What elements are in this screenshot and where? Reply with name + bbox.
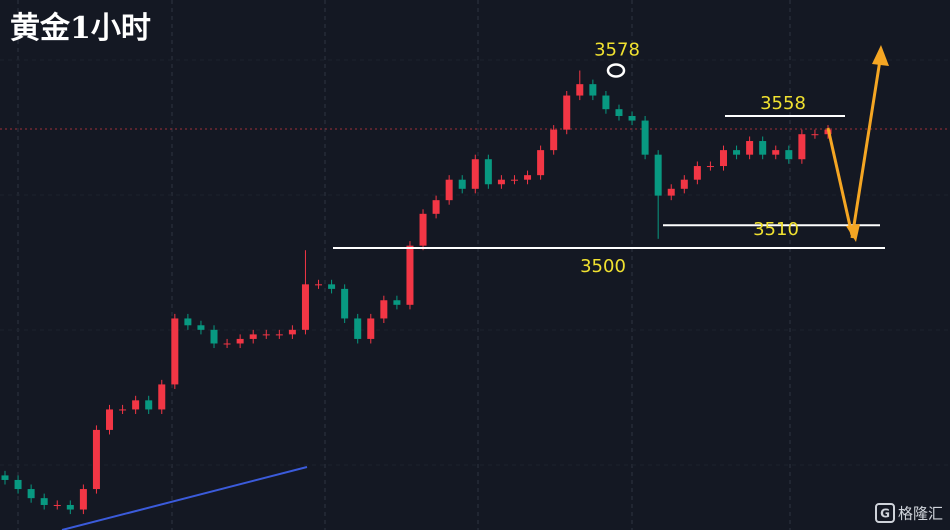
candle-body (589, 84, 597, 96)
candle-body (210, 329, 218, 344)
level-label: 3578 (594, 40, 640, 61)
level-marker (606, 63, 626, 78)
chart-title: 黄金1小时 (10, 11, 151, 46)
candle-body (79, 489, 87, 510)
candle-body (602, 95, 610, 110)
candle-body (132, 400, 140, 410)
levels: 3578 3558 3510 3500 (333, 40, 885, 277)
candle-body (406, 245, 414, 305)
candle-body (184, 318, 192, 326)
watermark: 格隆汇 (898, 505, 943, 523)
arrow-head (872, 45, 889, 66)
candle-body (615, 109, 623, 117)
candle-body (275, 334, 283, 336)
candle-body (759, 141, 767, 155)
candle-body (510, 179, 518, 181)
candle-body (654, 154, 662, 196)
candle-body (354, 318, 362, 339)
candle-body (40, 498, 48, 505)
candle-body (27, 489, 35, 499)
candle-body (563, 95, 571, 130)
level-label: 3500 (580, 256, 626, 277)
candle-body (341, 288, 349, 319)
candle-body (106, 409, 114, 430)
candle-body (236, 338, 244, 344)
arrow-up (850, 59, 882, 239)
candle-body (706, 166, 714, 168)
level-label: 3558 (760, 93, 806, 114)
watermark-icon-letter: G (880, 507, 890, 521)
candle-body (1, 475, 9, 480)
candle-body (171, 318, 179, 385)
candle-body (301, 284, 309, 330)
candle-body (432, 200, 440, 214)
candle-body (197, 325, 205, 330)
candle-body (746, 141, 754, 155)
candle-body (537, 150, 545, 176)
candle-body (733, 150, 741, 155)
candle-body (719, 150, 727, 167)
candle-body (497, 179, 505, 185)
candle-body (393, 300, 401, 305)
candle-body (458, 179, 466, 189)
candle-body (524, 175, 532, 180)
candle-body (14, 479, 22, 490)
candle-body (785, 150, 793, 160)
candle-body (380, 300, 388, 319)
candle-body (471, 159, 479, 189)
candle-body (680, 179, 688, 189)
candle-body (328, 284, 336, 289)
candle-body (119, 409, 127, 411)
candle-body (288, 329, 296, 335)
candle-body (315, 284, 323, 286)
candle-body (66, 504, 74, 510)
candle-body (249, 334, 257, 339)
candle-body (223, 343, 231, 345)
candle-body (484, 159, 492, 185)
trend-line (61, 466, 308, 530)
arrow-down (826, 127, 854, 236)
candle-body (550, 129, 558, 151)
candle-body (576, 84, 584, 96)
watermark-icon (875, 503, 895, 523)
candle-body (419, 213, 427, 246)
candle-body (53, 504, 61, 506)
candle-body (145, 400, 153, 410)
projection-arrows (826, 59, 882, 239)
candle-body (772, 150, 780, 155)
candle-body (158, 384, 166, 410)
candle-body (628, 116, 636, 121)
candle-body (92, 429, 100, 490)
arrow-head (846, 224, 860, 242)
candle-body (667, 188, 675, 196)
candle-body (798, 134, 806, 160)
candle-body (641, 120, 649, 155)
candle-body (262, 334, 270, 336)
candle-body (693, 166, 701, 180)
candle-body (367, 318, 375, 339)
candles (1, 70, 832, 515)
candle-body (811, 134, 819, 136)
level-label: 3510 (753, 219, 799, 240)
candle-body (445, 179, 453, 201)
